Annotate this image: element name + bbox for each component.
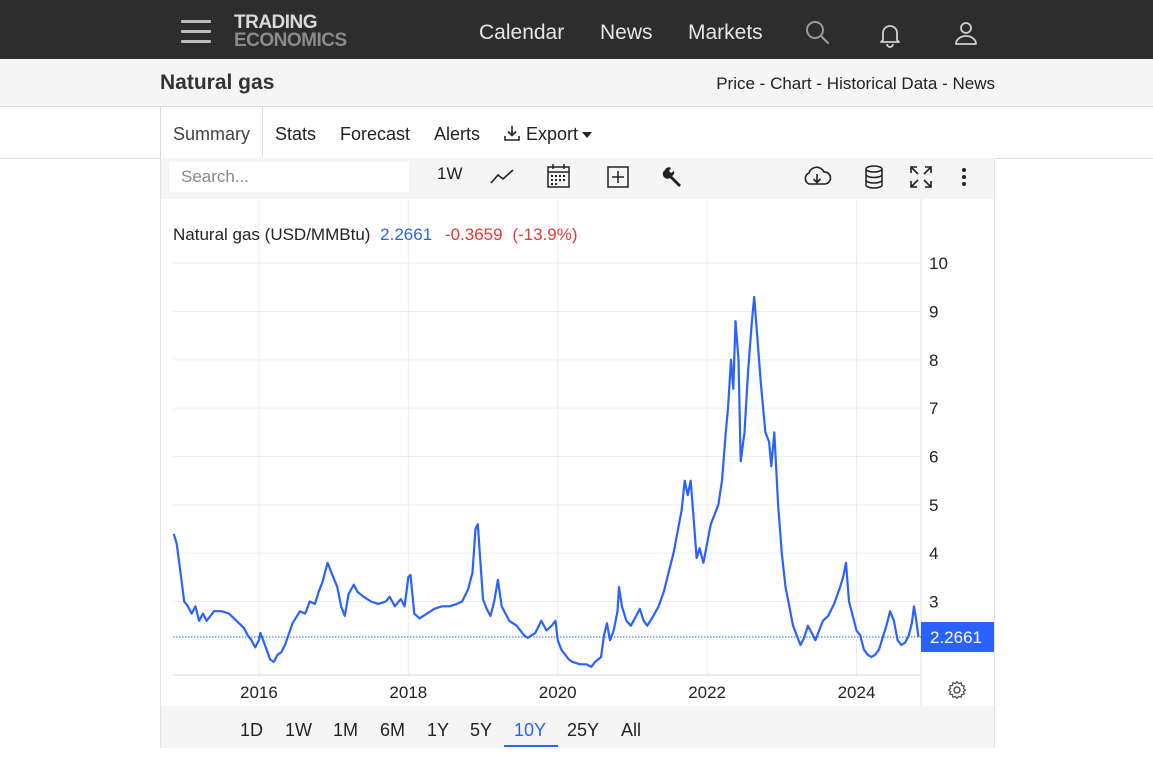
price-badge-text: 2.2661 — [930, 628, 982, 647]
active-range-underline — [504, 745, 558, 747]
series-label: Natural gas (USD/MMBtu) — [173, 225, 370, 244]
range-6m[interactable]: 6M — [380, 720, 406, 740]
range-10y[interactable]: 10Y — [514, 720, 547, 740]
price-badge: 2.2661 — [921, 621, 994, 652]
fullscreen-icon[interactable] — [907, 162, 935, 192]
y-tick-label: 9 — [929, 303, 938, 322]
tab-export[interactable]: Export — [503, 124, 593, 145]
crumb-separator: - — [759, 74, 766, 93]
range-selector: 1D 1W 1M 6M 1Y 5Y 10Y 25Y All — [161, 706, 994, 748]
x-tick-label: 2016 — [240, 683, 278, 702]
logo-line-2: ECONOMICS — [234, 30, 347, 51]
crumb-separator: - — [942, 74, 948, 93]
nav-markets-link[interactable]: Markets — [688, 21, 763, 44]
active-tab-frame — [160, 107, 263, 159]
range-1m[interactable]: 1M — [333, 720, 359, 740]
chart-toolbar: 1W — [161, 158, 994, 199]
chart-legend: Natural gas (USD/MMBtu) 2.2661 -0.3659 (… — [173, 225, 578, 244]
y-tick-label: 3 — [929, 593, 938, 612]
page-subheader: Natural gas Price - Chart - Historical D… — [0, 59, 1153, 107]
tab-summary[interactable]: Summary — [173, 124, 251, 144]
range-5y[interactable]: 5Y — [470, 720, 493, 740]
y-tick-label: 6 — [929, 448, 938, 467]
top-navbar: TRADING ECONOMICS Calendar News Markets — [0, 0, 1153, 59]
tab-forecast[interactable]: Forecast — [340, 124, 411, 144]
line-chart-icon[interactable] — [488, 162, 516, 192]
download-icon — [504, 126, 520, 141]
user-icon[interactable] — [952, 19, 980, 47]
chart-link[interactable]: Chart — [770, 74, 812, 93]
range-1d[interactable]: 1D — [240, 720, 264, 740]
menu-icon[interactable] — [181, 20, 211, 44]
x-tick-label: 2024 — [838, 683, 876, 702]
chart-area[interactable]: Natural gas (USD/MMBtu) 2.2661 -0.3659 (… — [161, 199, 994, 707]
y-tick-label: 5 — [929, 496, 938, 515]
range-1w[interactable]: 1W — [285, 720, 312, 740]
series-line — [172, 295, 920, 668]
price-link[interactable]: Price — [716, 74, 755, 93]
section-links: Price - Chart - Historical Data - News — [716, 74, 995, 94]
news-link[interactable]: News — [952, 74, 995, 93]
tab-stats[interactable]: Stats — [275, 124, 317, 144]
calendar-icon[interactable] — [545, 162, 573, 192]
search-icon[interactable] — [803, 18, 831, 46]
price-badge-background — [921, 621, 994, 652]
price-chart[interactable]: Natural gas (USD/MMBtu) 2.2661 -0.3659 (… — [161, 199, 994, 707]
symbol-search-input[interactable] — [169, 162, 409, 192]
x-tick-label: 2018 — [389, 683, 427, 702]
bell-icon[interactable] — [876, 20, 904, 48]
wrench-icon[interactable] — [659, 162, 687, 192]
settings-icon[interactable] — [947, 680, 967, 700]
range-all[interactable]: All — [621, 720, 642, 740]
y-tick-label: 10 — [929, 254, 948, 273]
chart-grid — [173, 199, 922, 707]
database-icon[interactable] — [861, 162, 887, 192]
export-label: Export — [526, 124, 579, 144]
nav-calendar-link[interactable]: Calendar — [479, 21, 565, 44]
chart-panel: 1W — [160, 158, 995, 748]
cloud-download-icon[interactable] — [801, 162, 833, 192]
historical-data-link[interactable]: Historical Data — [826, 74, 938, 93]
change-value: -0.3659 — [445, 225, 503, 244]
chevron-down-icon — [582, 132, 593, 139]
y-tick-label: 8 — [929, 351, 938, 370]
more-options-icon[interactable] — [956, 162, 972, 192]
y-tick-label: 4 — [929, 544, 938, 563]
crumb-separator: - — [816, 74, 823, 93]
x-tick-label: 2022 — [688, 683, 726, 702]
range-1y[interactable]: 1Y — [427, 720, 450, 740]
nav-news-link[interactable]: News — [600, 21, 653, 44]
change-percent: (-13.9%) — [512, 225, 577, 244]
last-value: 2.2661 — [380, 225, 432, 244]
interval-button[interactable]: 1W — [437, 164, 463, 183]
x-tick-label: 2020 — [539, 683, 577, 702]
range-25y[interactable]: 25Y — [567, 720, 600, 740]
tab-alerts[interactable]: Alerts — [434, 124, 481, 144]
add-indicator-icon[interactable] — [604, 162, 632, 192]
logo-line-1: TRADING — [234, 12, 318, 33]
page-title: Natural gas — [160, 71, 275, 94]
x-axis: 2016 2018 2020 2022 2024 — [240, 683, 875, 702]
section-tabs: Summary Stats Forecast Alerts Export — [0, 107, 1153, 159]
y-tick-label: 7 — [929, 399, 938, 418]
y-axis: 3 4 5 6 7 8 9 10 — [929, 254, 948, 611]
site-logo[interactable]: TRADING ECONOMICS — [234, 12, 347, 51]
